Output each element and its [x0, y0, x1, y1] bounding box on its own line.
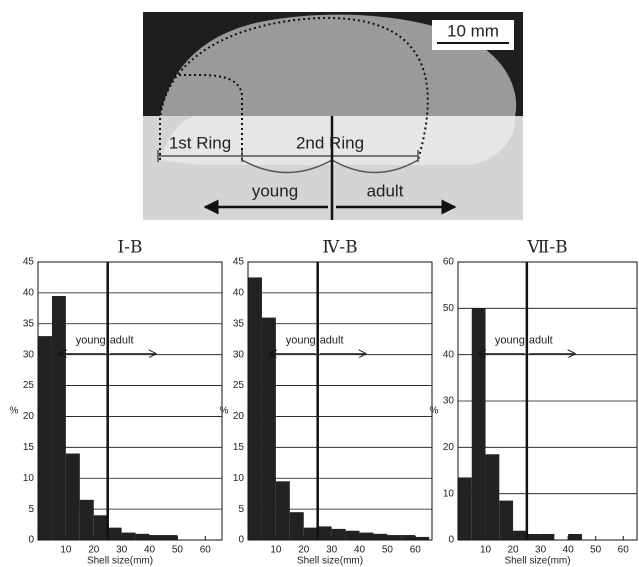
y-tick-label: 50 [443, 303, 455, 314]
x-tick-label: 50 [172, 545, 184, 556]
y-tick-label: 30 [233, 349, 245, 360]
annotation: young [76, 335, 106, 347]
bar [290, 512, 304, 540]
x-tick-label: 60 [618, 545, 630, 556]
x-axis-label: Shell size(mm) [297, 556, 363, 567]
x-tick-label: 30 [326, 545, 338, 556]
bar [248, 277, 262, 540]
y-tick-label: 10 [443, 488, 455, 499]
chart-title: Ⅳ-B [322, 238, 357, 258]
y-axis-label: % [220, 406, 229, 417]
x-tick-label: 50 [382, 545, 394, 556]
bar [527, 534, 541, 540]
y-tick-label: 45 [23, 257, 35, 268]
y-axis-label: % [430, 406, 439, 417]
x-tick-label: 30 [116, 545, 128, 556]
bar [66, 454, 80, 540]
ring1-label: 1st Ring [169, 133, 231, 152]
bar [458, 477, 472, 540]
chart-title: Ⅶ-B [526, 238, 567, 258]
photo: 10 mm 1st Ring 2nd Ring young adult [143, 12, 523, 220]
y-tick-label: 0 [28, 535, 34, 546]
y-tick-label: 15 [233, 442, 245, 453]
x-tick-label: 40 [354, 545, 366, 556]
bar [472, 308, 486, 540]
y-tick-label: 30 [443, 396, 455, 407]
x-tick-label: 10 [270, 545, 282, 556]
y-tick-label: 20 [233, 411, 245, 422]
annotation: adult [320, 335, 344, 347]
y-tick-label: 45 [233, 257, 245, 268]
y-tick-label: 0 [238, 535, 244, 546]
adult-label: adult [367, 181, 404, 200]
y-tick-label: 40 [443, 349, 455, 360]
y-tick-label: 15 [23, 442, 35, 453]
bar [150, 535, 164, 540]
y-tick-label: 35 [23, 318, 35, 329]
annotation: young [495, 335, 525, 347]
bar [262, 318, 276, 540]
annotation: adult [529, 335, 553, 347]
x-axis-label: Shell size(mm) [87, 556, 153, 567]
annotation: young [286, 335, 316, 347]
y-tick-label: 35 [233, 318, 245, 329]
bar [136, 534, 150, 540]
x-tick-label: 10 [480, 545, 492, 556]
bar [80, 500, 94, 540]
y-tick-label: 40 [23, 288, 35, 299]
x-tick-label: 20 [508, 545, 520, 556]
y-tick-label: 20 [23, 411, 35, 422]
figure: 10 mm 1st Ring 2nd Ring young adult Ⅰ-B 0… [0, 0, 639, 567]
y-tick-label: 60 [443, 257, 455, 268]
bar [541, 534, 555, 540]
y-axis-label: % [10, 406, 19, 417]
young-label: young [252, 181, 298, 200]
bar [122, 533, 136, 540]
bar [513, 531, 527, 540]
bar [346, 531, 360, 540]
bar [568, 534, 582, 540]
x-tick-label: 60 [410, 545, 422, 556]
bar [373, 534, 387, 540]
y-tick-label: 10 [23, 473, 35, 484]
y-tick-label: 5 [238, 504, 244, 515]
y-tick-label: 25 [233, 380, 245, 391]
annotation: adult [110, 335, 134, 347]
x-tick-label: 30 [535, 545, 547, 556]
bar [401, 535, 415, 540]
y-tick-label: 25 [23, 380, 35, 391]
bar [38, 336, 52, 540]
x-tick-label: 40 [563, 545, 575, 556]
bar [52, 296, 66, 540]
bar [108, 528, 122, 540]
x-tick-label: 20 [298, 545, 310, 556]
bar [318, 526, 332, 540]
scale-label: 10 mm [447, 21, 499, 40]
bar [304, 528, 318, 540]
x-axis-label: Shell size(mm) [504, 556, 570, 567]
y-tick-label: 20 [443, 442, 455, 453]
bar [94, 515, 108, 540]
bar [332, 529, 346, 540]
x-tick-label: 60 [200, 545, 212, 556]
y-tick-label: 30 [23, 349, 35, 360]
x-tick-label: 40 [144, 545, 156, 556]
bar [360, 533, 374, 540]
x-tick-label: 50 [590, 545, 602, 556]
bar [499, 501, 513, 540]
bar [387, 535, 401, 540]
ring2-label: 2nd Ring [296, 133, 364, 152]
bar [486, 454, 500, 540]
y-tick-label: 40 [233, 288, 245, 299]
y-tick-label: 10 [233, 473, 245, 484]
x-tick-label: 20 [88, 545, 100, 556]
chart-title: Ⅰ-B [118, 238, 143, 258]
bar [163, 535, 177, 540]
x-tick-label: 10 [60, 545, 72, 556]
bar [276, 481, 290, 540]
y-tick-label: 0 [448, 535, 454, 546]
y-tick-label: 5 [28, 504, 34, 515]
